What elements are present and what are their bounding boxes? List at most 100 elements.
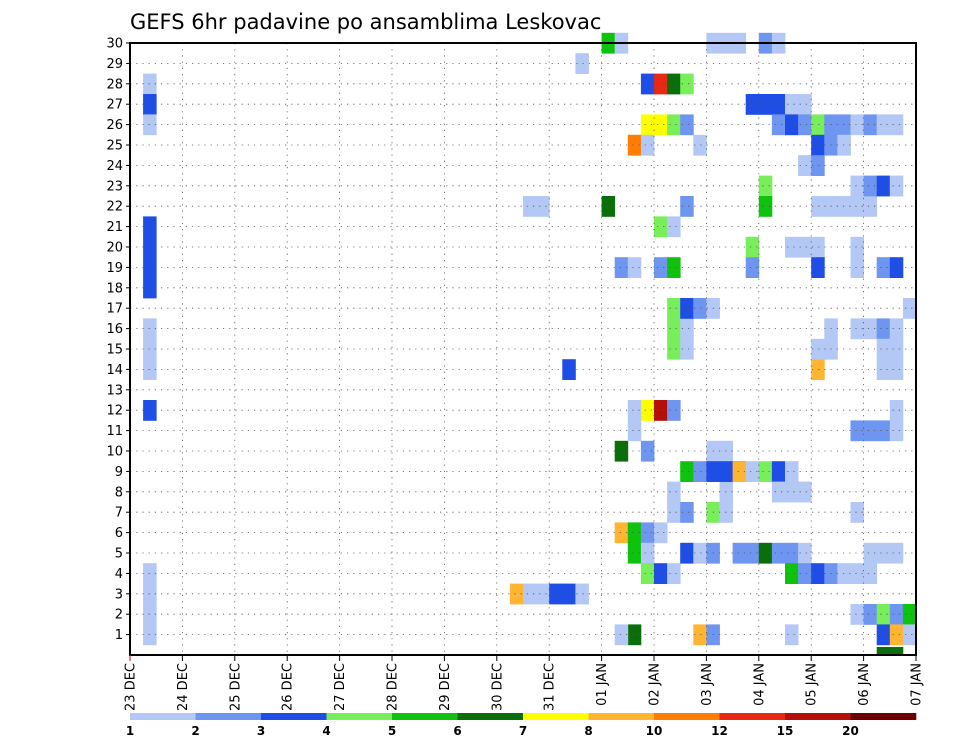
y-tick-label: 1 (115, 628, 123, 643)
heatmap-cell (693, 624, 707, 646)
y-tick-label: 2 (115, 608, 123, 623)
heatmap-cell (876, 420, 891, 442)
x-tick-label: 24 DEC (176, 663, 191, 711)
heatmap-cell (654, 563, 668, 584)
heatmap-cell (771, 114, 786, 136)
heatmap-cell (614, 624, 629, 646)
heatmap-cell (798, 94, 812, 115)
heatmap-cell (798, 481, 812, 503)
heatmap-cell (785, 481, 799, 503)
x-tick-label: 01 JAN (595, 663, 610, 706)
heatmap-cell (693, 298, 707, 319)
y-tick-label: 29 (106, 57, 123, 72)
heatmap-cell (640, 400, 655, 421)
colorbar-label: 20 (842, 724, 859, 738)
colorbar-swatch (392, 713, 458, 720)
colorbar-swatch (850, 713, 917, 720)
colorbar-swatch (261, 713, 327, 720)
x-tick-label: 28 DEC (386, 663, 401, 711)
heatmap-cell (850, 257, 864, 278)
heatmap-cell (863, 196, 878, 217)
heatmap-cell (143, 236, 157, 258)
y-tick-label: 26 (106, 118, 123, 133)
heatmap-cell (811, 359, 825, 380)
heatmap-cell (811, 563, 825, 584)
heatmap-cell (614, 522, 629, 544)
heatmap-cell (850, 604, 864, 625)
heatmap-cell (654, 114, 668, 136)
heatmap-cell (876, 338, 891, 360)
heatmap-cell (785, 461, 799, 482)
colorbar-swatch (326, 713, 393, 720)
heatmap-cell (811, 196, 825, 217)
heatmap-cell (889, 400, 904, 421)
colorbar-label: 6 (453, 724, 461, 738)
heatmap-cell (640, 114, 655, 136)
heatmap-cell (627, 257, 642, 278)
heatmap-cell (143, 318, 157, 340)
heatmap-cell (667, 298, 681, 319)
x-tick-label: 03 JAN (700, 663, 715, 706)
heatmap-cell (536, 583, 550, 605)
x-tick-label: 02 JAN (648, 663, 663, 706)
heatmap-cell (143, 257, 157, 278)
heatmap-cell (876, 257, 891, 278)
y-tick-label: 5 (115, 547, 123, 562)
heatmap-cell (745, 461, 760, 482)
heatmap-cell (680, 502, 694, 523)
heatmap-cell (876, 318, 891, 340)
heatmap-cell (143, 277, 157, 299)
heatmap-cell (863, 420, 878, 442)
heatmap-cell (667, 257, 681, 278)
heatmap-cell (785, 114, 799, 136)
heatmap-cell (614, 257, 629, 278)
heatmap-cell (509, 583, 524, 605)
heatmap-cell (811, 114, 825, 136)
y-tick-label: 10 (106, 445, 123, 460)
heatmap-cell (889, 114, 904, 136)
heatmap-cell (876, 647, 891, 655)
y-tick-label: 24 (106, 159, 123, 174)
heatmap-cell (143, 563, 157, 584)
heatmap-cell (143, 400, 157, 421)
colorbar-label: 5 (388, 724, 396, 738)
heatmap-cell (654, 522, 668, 544)
heatmap-cell (680, 114, 694, 136)
y-tick-label: 23 (106, 179, 123, 194)
y-tick-label: 19 (106, 261, 123, 276)
heatmap-cell (745, 257, 760, 278)
heatmap-cell (798, 114, 812, 136)
x-tick-label: 27 DEC (333, 663, 348, 711)
colorbar-label: 12 (711, 724, 728, 738)
x-tick-label: 31 DEC (543, 663, 558, 711)
colorbar-swatch (719, 713, 786, 720)
heatmap-cell (850, 563, 864, 584)
x-tick-label: 25 DEC (228, 663, 243, 711)
y-tick-label: 27 (106, 98, 123, 113)
heatmap-cell (811, 134, 825, 156)
heatmap-cell (667, 114, 681, 136)
heatmap-cell (876, 604, 891, 625)
colorbar-label: 7 (519, 724, 527, 738)
heatmap-cell (640, 563, 655, 584)
heatmap-cell (640, 542, 655, 564)
heatmap-cell (143, 73, 157, 95)
y-tick-label: 18 (106, 281, 123, 296)
colorbar-label: 8 (584, 724, 592, 738)
y-tick-label: 15 (106, 343, 123, 358)
heatmap-cell (850, 236, 864, 258)
x-tick-label: 04 JAN (752, 663, 767, 706)
heatmap-cell (680, 298, 694, 319)
heatmap-cell (627, 420, 642, 442)
heatmap-cell (680, 338, 694, 360)
colorbar-label: 10 (646, 724, 663, 738)
heatmap-cell (850, 114, 864, 136)
heatmap-cell (680, 196, 694, 217)
heatmap-cell (627, 134, 642, 156)
y-tick-label: 3 (115, 587, 123, 602)
heatmap-cell (523, 196, 537, 217)
chart-title: GEFS 6hr padavine po ansamblima Leskovac (130, 10, 601, 34)
heatmap-cell (758, 542, 773, 564)
y-tick-label: 30 (106, 37, 123, 52)
